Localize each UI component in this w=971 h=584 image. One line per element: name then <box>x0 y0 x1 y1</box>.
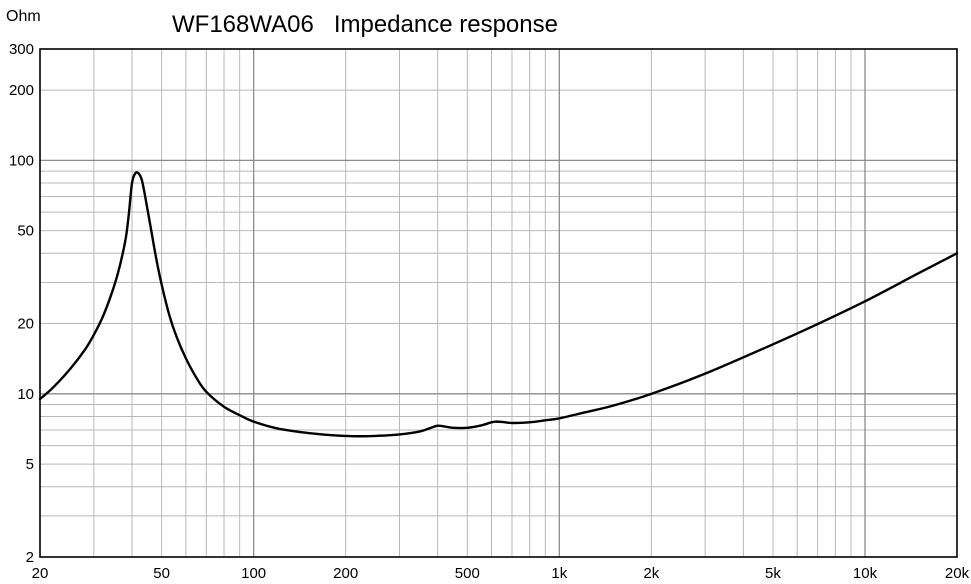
y-tick-label: 200 <box>9 82 34 99</box>
x-tick-label: 20 <box>32 565 49 582</box>
y-tick-label: 5 <box>26 456 34 473</box>
chart-title: WF168WA06 Impedance response <box>172 11 558 38</box>
x-tick-label: 20k <box>945 565 970 582</box>
x-tick-label: 10k <box>853 565 878 582</box>
plot-frame <box>39 48 958 558</box>
x-tick-label: 5k <box>765 565 781 582</box>
x-tick-label: 1k <box>551 565 567 582</box>
x-tick-label: 2k <box>643 565 659 582</box>
major-grid <box>40 49 957 557</box>
y-tick-label: 100 <box>9 152 34 169</box>
y-axis-unit-label: Ohm <box>6 8 41 25</box>
y-tick-label: 300 <box>9 41 34 58</box>
y-tick-labels: 2 5 10 20 50 100 200 300 <box>9 41 34 566</box>
x-tick-labels: 20 50 100 200 500 1k 2k 5k 10k 20k <box>32 565 970 582</box>
y-tick-label: 50 <box>17 223 34 240</box>
y-tick-label: 2 <box>26 549 34 566</box>
y-tick-label: 10 <box>17 386 34 403</box>
x-tick-label: 500 <box>455 565 480 582</box>
impedance-curve <box>38 171 959 438</box>
minor-grid <box>40 49 957 557</box>
x-tick-label: 50 <box>153 565 170 582</box>
x-tick-label: 100 <box>241 565 266 582</box>
y-tick-label: 20 <box>17 316 34 333</box>
x-tick-label: 200 <box>333 565 358 582</box>
